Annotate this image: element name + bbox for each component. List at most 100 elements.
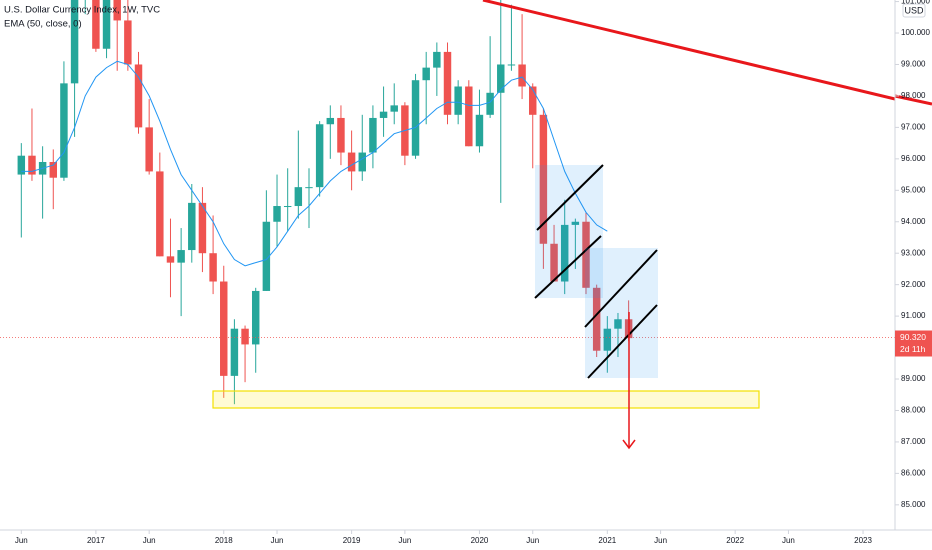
candle-body: [156, 171, 164, 257]
candle-body: [486, 92, 494, 115]
channel-line: [587, 304, 658, 379]
candle-body: [315, 124, 324, 188]
axes: 85.00086.00087.00088.00089.00090.00091.0…: [15, 0, 932, 545]
y-tick-label: 92.000: [901, 280, 926, 289]
candle-body: [454, 86, 462, 115]
y-tick-label: 89.000: [901, 374, 926, 383]
x-tick-label: Jun: [143, 536, 156, 545]
candle-body: [614, 319, 622, 329]
channel-line: [584, 249, 658, 328]
candle-body: [550, 243, 558, 282]
candle-body: [188, 202, 196, 251]
candle-body: [433, 51, 441, 68]
candle-body: [60, 83, 68, 178]
price-axis: [895, 0, 932, 550]
candle-body: [273, 206, 281, 222]
y-tick-label: 91.000: [901, 311, 926, 320]
ema-line: [21, 60, 608, 267]
candle-body: [497, 64, 505, 93]
y-tick-label: 95.000: [901, 185, 926, 194]
candle-body: [603, 328, 612, 351]
y-tick-label: 97.000: [901, 122, 926, 131]
arrow-head: [622, 439, 636, 450]
candle-body: [518, 64, 526, 87]
trend-line: [482, 0, 896, 101]
candle-body: [198, 202, 207, 254]
candle-body: [28, 155, 36, 175]
candle-body: [220, 281, 228, 376]
x-tick-label: Jun: [526, 536, 539, 545]
candle-body: [571, 221, 580, 225]
candle-body: [369, 117, 377, 153]
channel-line: [536, 164, 604, 231]
x-tick-label: Jun: [15, 536, 28, 545]
indicator-label: EMA (50, close, 0): [4, 19, 82, 30]
candle-body: [305, 187, 313, 189]
candle-body: [17, 155, 26, 175]
x-tick-label: 2019: [343, 536, 361, 545]
candle-body: [358, 152, 366, 172]
y-tick-label: 94.000: [901, 217, 926, 226]
support-zone: [212, 390, 760, 409]
y-tick-label: 85.000: [901, 500, 926, 509]
candle-body: [592, 287, 601, 351]
candle-body: [92, 0, 100, 49]
candle-body: [49, 161, 58, 178]
candle-body: [262, 221, 271, 291]
x-tick-label: 2017: [87, 536, 105, 545]
plot: [0, 0, 895, 405]
candle-body: [529, 86, 537, 115]
candle-body: [390, 105, 398, 112]
y-tick-label: 100.000: [901, 28, 930, 37]
candle-body: [411, 80, 420, 156]
candle-body: [70, 0, 79, 84]
y-tick-label: 99.000: [901, 60, 926, 69]
currency: USD: [904, 5, 924, 15]
candle-body: [177, 250, 185, 263]
y-tick-label: 87.000: [901, 437, 926, 446]
channel-box: [535, 165, 603, 298]
candle-body: [209, 253, 217, 282]
candle-body: [326, 117, 335, 125]
x-tick-label: Jun: [782, 536, 795, 545]
candle-body: [560, 224, 569, 282]
candle-body: [230, 328, 239, 376]
x-tick-label: Jun: [398, 536, 411, 545]
candle-body: [145, 127, 153, 172]
last-price-label: 90.320: [900, 332, 926, 342]
candle-body: [241, 328, 249, 345]
candle-body: [582, 221, 590, 288]
candle-body: [379, 111, 388, 118]
candle-body: [475, 114, 484, 147]
candle-body: [337, 117, 345, 153]
candle-body: [102, 0, 111, 49]
y-tick-label: 88.000: [901, 406, 926, 415]
y-tick-label: 101.000: [901, 0, 930, 6]
candle-body: [422, 67, 430, 81]
x-tick-label: Jun: [654, 536, 667, 545]
y-tick-label: 93.000: [901, 248, 926, 257]
x-tick-label: 2020: [471, 536, 489, 545]
y-tick-label: 98.000: [901, 91, 926, 100]
candle-body: [283, 206, 292, 208]
candle-body: [539, 114, 548, 244]
chart-title: U.S. Dollar Currency Index, 1W, TVC: [4, 5, 160, 16]
last-price-box: [895, 330, 932, 357]
x-tick-label: 2022: [726, 536, 744, 545]
trend-line: [894, 94, 932, 106]
candle-body: [465, 86, 473, 147]
x-tick-label: 2021: [598, 536, 616, 545]
candle-body: [443, 51, 452, 115]
candle-body: [251, 290, 260, 345]
channel-line: [534, 235, 602, 299]
countdown: 2d 11h: [900, 344, 926, 354]
candle-body: [166, 256, 175, 263]
candle-body: [294, 187, 303, 207]
candle-body: [124, 20, 132, 65]
y-tick-label: 86.000: [901, 468, 926, 477]
y-tick-label: 96.000: [901, 154, 926, 163]
currency-box: [902, 3, 926, 18]
time-axis: [0, 530, 932, 550]
candle-body: [113, 0, 121, 21]
